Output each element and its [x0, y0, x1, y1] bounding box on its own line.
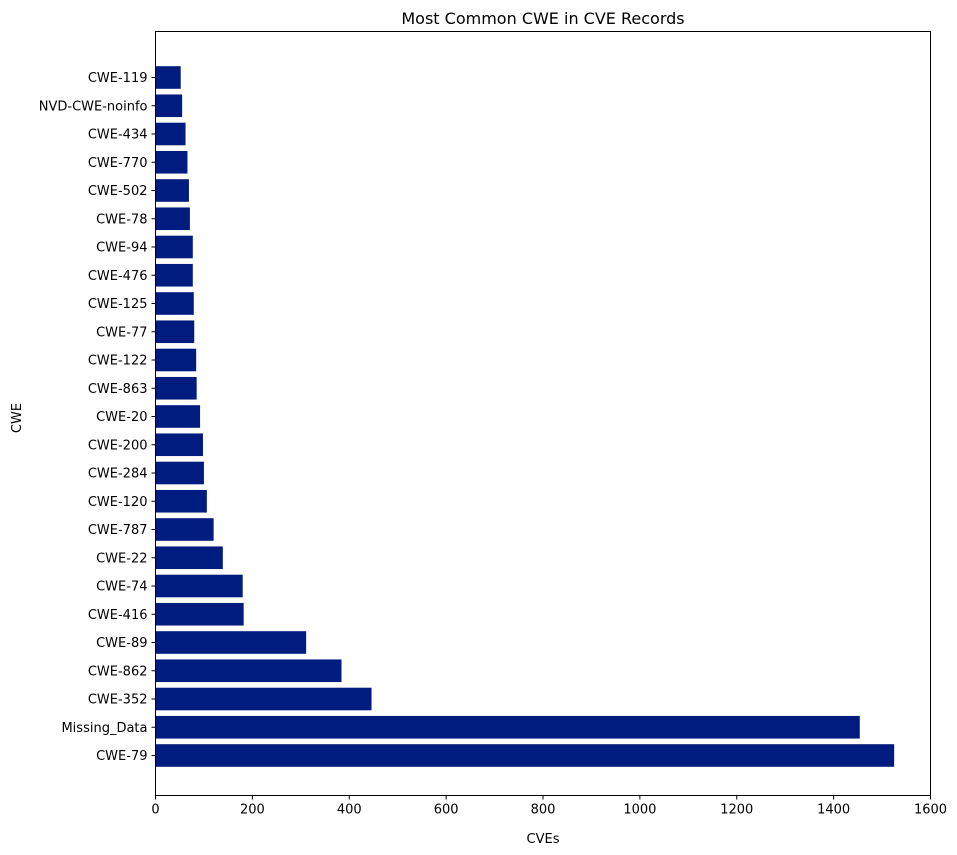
y-tick-label: CWE-284: [88, 467, 148, 482]
y-tick-label: CWE-787: [88, 523, 148, 538]
y-tick-label: CWE-200: [88, 438, 148, 453]
y-tick-label: CWE-416: [88, 608, 148, 623]
bar-cwe-79: [155, 744, 895, 767]
bar-cwe-352: [155, 687, 372, 711]
y-tick-label: CWE-863: [88, 382, 148, 397]
y-tick-label: CWE-502: [88, 184, 148, 199]
x-tick-labels: 0 200 400 600 800 1000 1200 1400 1600: [151, 795, 947, 818]
y-tick-label: CWE-119: [88, 71, 148, 86]
bar-cwe-94: [155, 235, 193, 259]
y-tick-labels: CWE-79 Missing_Data CWE-352 CWE-862 CWE-89 CW…: [39, 71, 156, 764]
y-tick-label: CWE-122: [88, 354, 148, 369]
bar-cwe-20: [155, 405, 201, 428]
x-tick-label: 800: [531, 803, 556, 818]
bar-cwe-502: [155, 179, 189, 202]
y-tick-label: CWE-352: [88, 693, 148, 708]
y-tick-label: CWE-770: [88, 156, 148, 171]
y-tick-label: CWE-20: [96, 410, 147, 425]
x-tick-label: 1400: [817, 803, 850, 818]
x-tick-label: 600: [434, 803, 459, 818]
bar-missing-data: [155, 715, 860, 739]
bar-cwe-434: [155, 122, 186, 146]
bar-cwe-78: [155, 207, 190, 231]
bar-cwe-122: [155, 348, 197, 372]
y-tick-label: CWE-862: [88, 664, 148, 679]
bar-cwe-74: [155, 574, 243, 598]
y-tick-label: CWE-120: [88, 495, 148, 510]
x-tick-label: 400: [337, 803, 362, 818]
bar-cwe-120: [155, 489, 207, 513]
bar-cwe-284: [155, 461, 204, 485]
bar-cwe-89: [155, 631, 307, 654]
y-tick-label: CWE-74: [96, 580, 147, 595]
chart-title: Most Common CWE in CVE Records: [401, 9, 684, 28]
y-tick-label: CWE-476: [88, 269, 148, 284]
bar-cwe-787: [155, 518, 214, 541]
bar-cwe-862: [155, 659, 342, 683]
bar-cwe-200: [155, 433, 203, 457]
y-tick-label: CWE-22: [96, 551, 147, 566]
bar-cwe-863: [155, 376, 197, 400]
y-axis-label: CWE: [10, 403, 25, 433]
y-tick-label: NVD-CWE-noinfo: [39, 99, 148, 114]
bar-nvd-cwe-noinfo: [155, 94, 183, 118]
bar-cwe-416: [155, 602, 244, 626]
x-tick-label: 1000: [623, 803, 656, 818]
y-tick-label: CWE-125: [88, 297, 148, 312]
bar-cwe-119: [155, 66, 181, 89]
y-tick-label: CWE-94: [96, 241, 147, 256]
y-tick-label: CWE-434: [88, 128, 148, 143]
plot-frame: [155, 31, 931, 796]
bars-group: [155, 66, 895, 767]
y-tick-label: CWE-89: [96, 636, 147, 651]
x-tick-label: 200: [240, 803, 265, 818]
bar-cwe-770: [155, 150, 188, 174]
y-tick-label: CWE-77: [96, 325, 147, 340]
y-tick-label: CWE-78: [96, 212, 147, 227]
bar-cwe-125: [155, 292, 194, 315]
bar-cwe-77: [155, 320, 195, 344]
x-tick-label: 0: [151, 803, 159, 818]
y-tick-label: CWE-79: [96, 749, 147, 764]
bar-cwe-22: [155, 546, 223, 570]
x-tick-label: 1200: [720, 803, 753, 818]
x-axis-label: CVEs: [527, 832, 560, 847]
y-tick-label: Missing_Data: [61, 721, 147, 736]
bar-cwe-476: [155, 263, 193, 287]
x-tick-label: 1600: [914, 803, 947, 818]
